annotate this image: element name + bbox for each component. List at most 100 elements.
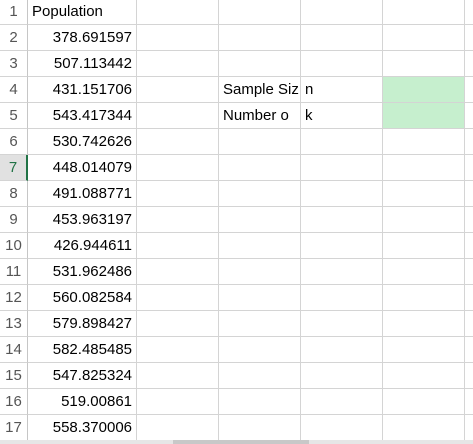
cell[interactable] <box>219 207 301 233</box>
cell[interactable] <box>301 389 383 415</box>
cell[interactable] <box>383 25 465 51</box>
cell[interactable] <box>301 51 383 77</box>
cell[interactable] <box>383 181 465 207</box>
row-header[interactable]: 3 <box>0 51 28 77</box>
cell[interactable] <box>137 233 219 259</box>
row-header[interactable]: 13 <box>0 311 28 337</box>
row-header[interactable]: 15 <box>0 363 28 389</box>
cell[interactable] <box>465 103 473 129</box>
value-cell[interactable]: 431.151706 <box>28 77 137 103</box>
cell[interactable] <box>465 0 473 25</box>
cell[interactable] <box>219 0 301 25</box>
label-cell[interactable]: Sample Siz <box>219 77 301 103</box>
row-header[interactable]: 11 <box>0 259 28 285</box>
cell[interactable] <box>137 51 219 77</box>
cell[interactable] <box>137 311 219 337</box>
cell[interactable] <box>137 77 219 103</box>
cell[interactable] <box>301 363 383 389</box>
cell[interactable] <box>383 207 465 233</box>
cell[interactable] <box>465 415 473 441</box>
cell[interactable] <box>219 233 301 259</box>
cell[interactable] <box>383 129 465 155</box>
value-cell[interactable]: 531.962486 <box>28 259 137 285</box>
cell[interactable] <box>301 129 383 155</box>
cell[interactable] <box>383 51 465 77</box>
cell[interactable] <box>137 207 219 233</box>
cell[interactable] <box>465 181 473 207</box>
cell[interactable] <box>465 77 473 103</box>
cell[interactable] <box>383 259 465 285</box>
value-cell[interactable]: 560.082584 <box>28 285 137 311</box>
cell[interactable] <box>137 129 219 155</box>
cell[interactable] <box>137 363 219 389</box>
cell[interactable] <box>383 415 465 441</box>
cell[interactable] <box>219 311 301 337</box>
row-header[interactable]: 10 <box>0 233 28 259</box>
value-cell[interactable]: 448.014079 <box>28 155 137 181</box>
cell[interactable] <box>383 389 465 415</box>
value-cell[interactable]: 491.088771 <box>28 181 137 207</box>
cell[interactable] <box>137 415 219 441</box>
value-cell[interactable]: 547.825324 <box>28 363 137 389</box>
cell[interactable] <box>219 51 301 77</box>
cell[interactable] <box>383 311 465 337</box>
cell[interactable] <box>301 415 383 441</box>
cell[interactable] <box>465 259 473 285</box>
value-cell[interactable]: 579.898427 <box>28 311 137 337</box>
cell[interactable] <box>219 389 301 415</box>
header-cell[interactable]: Population <box>28 0 137 25</box>
cell[interactable] <box>383 155 465 181</box>
cell[interactable] <box>137 389 219 415</box>
cell[interactable] <box>383 0 465 25</box>
cell[interactable] <box>137 25 219 51</box>
cell[interactable] <box>137 0 219 25</box>
cell[interactable] <box>301 233 383 259</box>
cell[interactable] <box>383 285 465 311</box>
value-cell[interactable]: 426.944611 <box>28 233 137 259</box>
cell[interactable] <box>137 259 219 285</box>
input-cell[interactable] <box>383 77 465 103</box>
value-cell[interactable]: 507.113442 <box>28 51 137 77</box>
row-header[interactable]: 9 <box>0 207 28 233</box>
cell[interactable] <box>465 389 473 415</box>
cell[interactable] <box>465 311 473 337</box>
row-header[interactable]: 7 <box>0 155 28 181</box>
cell[interactable] <box>301 181 383 207</box>
cell[interactable] <box>465 207 473 233</box>
input-cell[interactable] <box>383 103 465 129</box>
cell[interactable] <box>465 25 473 51</box>
cell[interactable] <box>219 415 301 441</box>
cell[interactable] <box>465 129 473 155</box>
cell[interactable] <box>219 155 301 181</box>
cell[interactable] <box>301 155 383 181</box>
cell[interactable] <box>301 207 383 233</box>
label-cell[interactable]: Number o <box>219 103 301 129</box>
value-cell[interactable]: 519.00861 <box>28 389 137 415</box>
cell[interactable] <box>219 129 301 155</box>
symbol-cell[interactable]: k <box>301 103 383 129</box>
value-cell[interactable]: 378.691597 <box>28 25 137 51</box>
value-cell[interactable]: 543.417344 <box>28 103 137 129</box>
cell[interactable] <box>301 0 383 25</box>
cell[interactable] <box>219 25 301 51</box>
symbol-cell[interactable]: n <box>301 77 383 103</box>
cell[interactable] <box>383 337 465 363</box>
cell[interactable] <box>137 285 219 311</box>
cell[interactable] <box>383 233 465 259</box>
row-header[interactable]: 12 <box>0 285 28 311</box>
cell[interactable] <box>219 363 301 389</box>
value-cell[interactable]: 582.485485 <box>28 337 137 363</box>
value-cell[interactable]: 453.963197 <box>28 207 137 233</box>
cell[interactable] <box>219 285 301 311</box>
cell[interactable] <box>383 363 465 389</box>
cell[interactable] <box>465 337 473 363</box>
cell[interactable] <box>137 103 219 129</box>
cell[interactable] <box>301 311 383 337</box>
value-cell[interactable]: 530.742626 <box>28 129 137 155</box>
cell[interactable] <box>301 259 383 285</box>
cell[interactable] <box>465 233 473 259</box>
cell[interactable] <box>465 363 473 389</box>
cell[interactable] <box>219 337 301 363</box>
row-header[interactable]: 14 <box>0 337 28 363</box>
cell[interactable] <box>465 155 473 181</box>
